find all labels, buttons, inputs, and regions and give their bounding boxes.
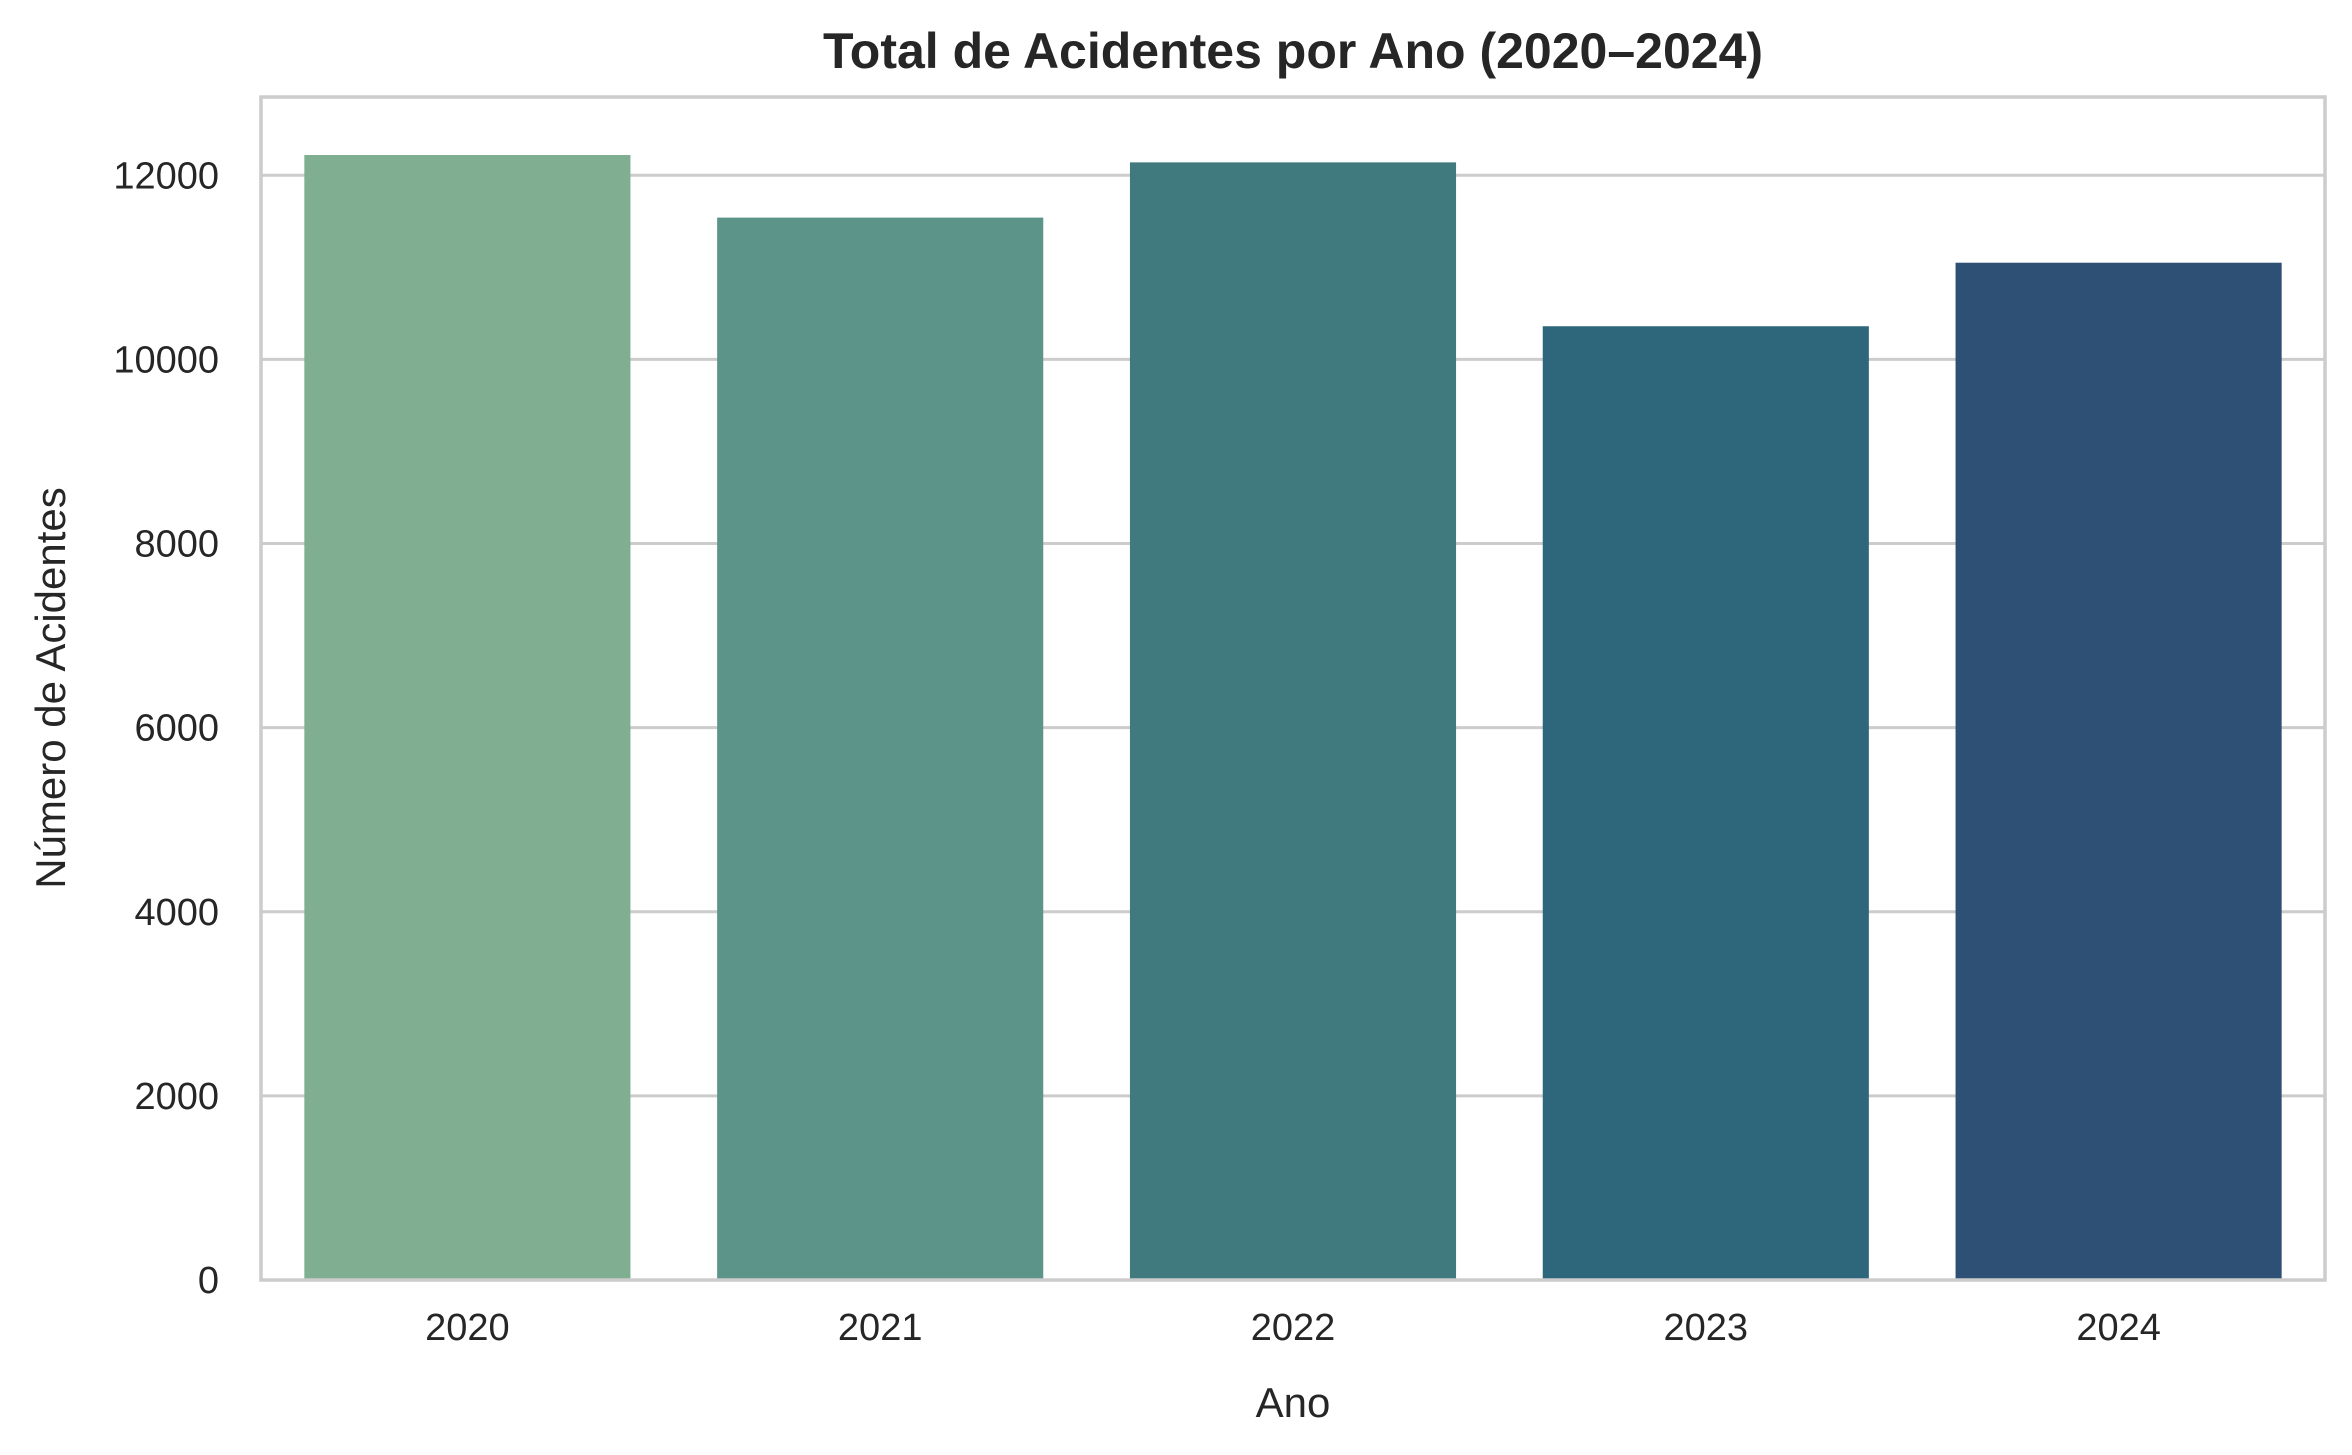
- y-tick-label: 0: [198, 1260, 219, 1302]
- x-tick-label: 2024: [2076, 1307, 2161, 1349]
- x-tick-label: 2020: [425, 1307, 510, 1349]
- y-tick-label: 6000: [134, 708, 219, 750]
- bar-2024: [1955, 262, 2282, 1281]
- y-tick-label: 8000: [134, 524, 219, 566]
- plot-frame: [259, 95, 2327, 1282]
- y-tick-label: 4000: [134, 892, 219, 934]
- x-axis-label: Ano: [1256, 1379, 1331, 1426]
- y-axis-label: Número de Acidentes: [27, 487, 74, 889]
- bar-2020: [304, 154, 631, 1280]
- bars: [304, 154, 2282, 1281]
- bar-2021: [717, 217, 1044, 1280]
- x-tick-labels: 2020 2021 2022 2023 2024: [425, 1307, 2161, 1349]
- x-tick-label: 2021: [838, 1307, 923, 1349]
- y-tick-label: 2000: [134, 1076, 219, 1118]
- bar-2022: [1129, 162, 1457, 1280]
- y-tick-labels: 0 2000 4000 6000 8000 10000 12000: [113, 155, 219, 1302]
- chart-title: Total de Acidentes por Ano (2020–2024): [823, 23, 1763, 79]
- bar-2023: [1542, 326, 1869, 1281]
- y-tick-label: 10000: [113, 339, 219, 381]
- x-tick-label: 2022: [1251, 1307, 1336, 1349]
- x-tick-label: 2023: [1664, 1307, 1749, 1349]
- y-tick-label: 12000: [113, 155, 219, 197]
